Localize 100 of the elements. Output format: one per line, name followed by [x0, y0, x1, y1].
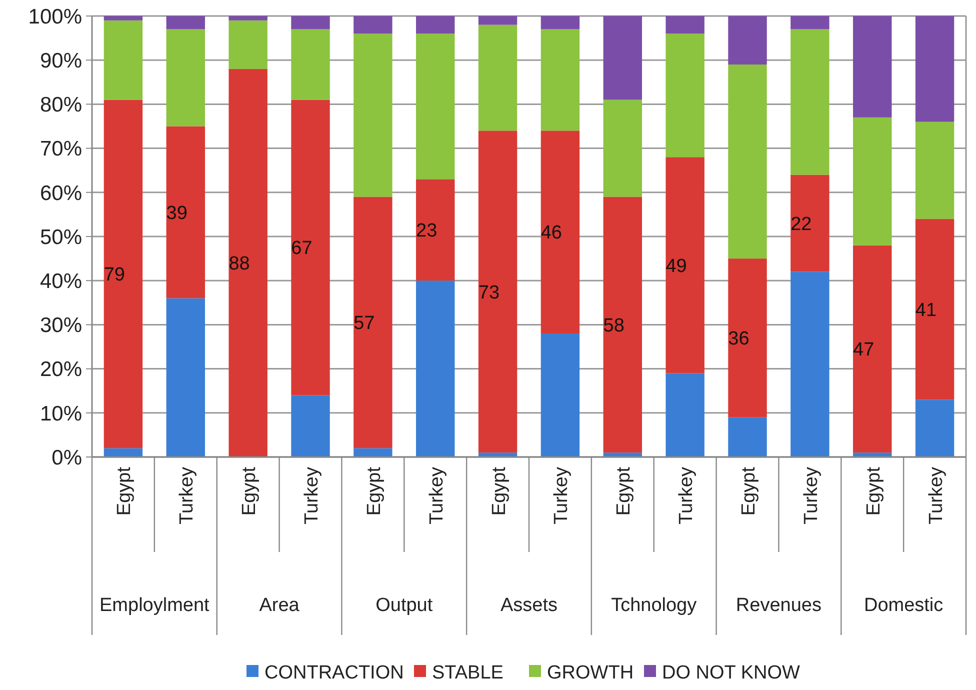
bar — [540, 29, 580, 131]
bar — [166, 29, 205, 126]
bar — [291, 29, 330, 100]
x-tick-label: Egypt — [488, 466, 510, 516]
y-tick-label: 90% — [40, 49, 82, 72]
bar — [104, 448, 143, 457]
bar — [790, 29, 830, 175]
bar — [603, 196, 642, 453]
bar — [354, 34, 392, 197]
bar — [416, 179, 455, 281]
data-label: 67 — [291, 238, 312, 260]
text: Domestic — [864, 595, 944, 616]
bar — [228, 20, 268, 69]
bar — [354, 196, 392, 448]
bar — [104, 20, 143, 100]
bar — [540, 16, 580, 30]
bar — [603, 16, 642, 100]
legend-label: DO NOT KNOW — [662, 662, 800, 684]
legend-label: STABLE — [432, 662, 504, 684]
text: Output — [376, 595, 434, 616]
bar — [104, 100, 143, 448]
text: Area — [259, 595, 300, 616]
data-label: 22 — [790, 214, 812, 235]
bar — [915, 122, 954, 219]
x-tick-label: Turkey — [302, 466, 322, 524]
text: Revenues — [736, 595, 822, 616]
x-tick-label: Turkey — [426, 466, 448, 524]
x-tick-label: Turkey — [176, 466, 198, 524]
data-label: 46 — [540, 222, 562, 244]
text: Tchnology — [611, 595, 698, 616]
y-tick-label: 100% — [28, 5, 82, 28]
data-label: 57 — [354, 313, 375, 334]
y-tick-label: 10% — [40, 402, 82, 426]
data-label: 49 — [666, 256, 687, 277]
text: Assets — [500, 595, 558, 616]
data-label: 39 — [166, 202, 188, 224]
bar — [291, 395, 330, 457]
bar — [666, 16, 704, 34]
bar — [228, 16, 268, 20]
bar — [853, 117, 892, 246]
x-tick-label: Egypt — [614, 466, 635, 516]
bar — [416, 16, 455, 34]
x-tick-label: Turkey — [676, 466, 698, 524]
bar — [104, 16, 143, 20]
x-tick-label: Egypt — [364, 466, 385, 516]
x-tick-label: Egypt — [863, 466, 884, 516]
bar — [853, 245, 892, 453]
bar — [540, 130, 580, 334]
bar — [728, 417, 767, 457]
data-label: 23 — [416, 220, 438, 242]
y-tick-label: 30% — [40, 314, 82, 338]
data-label: 36 — [728, 328, 750, 350]
bar — [291, 16, 330, 30]
bar — [666, 34, 704, 158]
x-tick-label: Turkey — [926, 466, 947, 524]
x-tick-label: Egypt — [738, 466, 760, 516]
data-label: 79 — [104, 264, 125, 286]
bar — [478, 16, 518, 25]
bar — [666, 157, 704, 374]
bar — [228, 68, 268, 457]
data-label: 73 — [478, 282, 500, 304]
y-tick-label: 60% — [40, 182, 82, 205]
data-label: 58 — [603, 315, 624, 336]
bar — [728, 258, 767, 418]
bar — [915, 400, 954, 457]
bar — [728, 64, 767, 259]
bar — [354, 16, 392, 34]
x-tick-label: Egypt — [239, 466, 260, 516]
bar — [790, 174, 830, 272]
bar — [603, 452, 642, 457]
bar — [166, 16, 205, 30]
bar — [728, 16, 767, 65]
bar — [291, 100, 330, 396]
bar — [853, 452, 892, 457]
bar — [853, 16, 892, 118]
bar — [540, 334, 580, 457]
bar — [416, 280, 455, 457]
bar — [915, 218, 954, 400]
bar — [478, 130, 518, 453]
x-tick-label: Turkey — [551, 466, 572, 524]
legend-label: CONTRACTION — [264, 662, 404, 684]
data-label: 47 — [853, 340, 874, 361]
text: Employlment — [100, 595, 210, 616]
y-tick-label: 20% — [40, 358, 82, 382]
data-label: 88 — [228, 254, 250, 275]
bar — [915, 16, 954, 122]
bar — [478, 24, 518, 131]
bar — [790, 272, 830, 457]
bar — [166, 126, 205, 298]
y-tick-label: 80% — [40, 94, 82, 117]
bar — [416, 34, 455, 180]
bar — [666, 373, 704, 457]
bar — [478, 452, 518, 457]
y-tick-label: 50% — [40, 226, 82, 249]
data-label: 41 — [915, 300, 937, 321]
x-tick-label: Egypt — [114, 466, 136, 516]
bar — [603, 100, 642, 197]
y-tick-label: 0% — [52, 446, 82, 470]
bar — [790, 16, 830, 30]
x-tick-label: Turkey — [800, 466, 822, 524]
